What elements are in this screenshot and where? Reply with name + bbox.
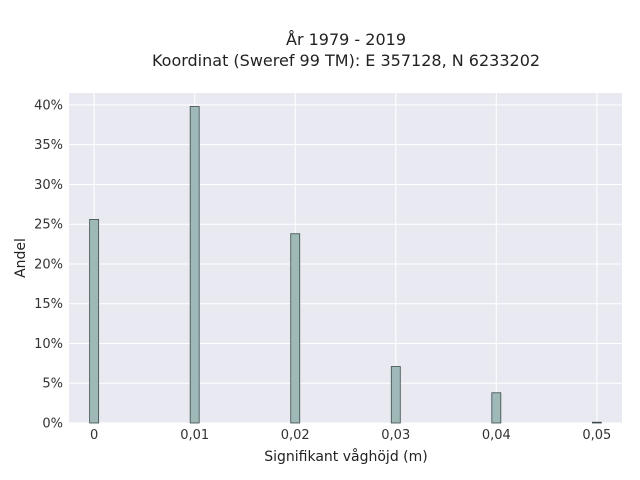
bar [390, 366, 401, 424]
bar [89, 219, 100, 424]
x-tick-label: 0,04 [482, 428, 511, 443]
x-axis-label: Signifikant våghöjd (m) [264, 448, 427, 465]
bar [189, 106, 200, 424]
y-tick-label: 30% [34, 178, 63, 193]
bar [591, 421, 602, 424]
y-tick-label: 35% [34, 138, 63, 153]
y-tick-labels: 0% 5% 10% 15% 20% 25% 30% 35% 40% [34, 98, 63, 431]
y-tick-label: 40% [34, 98, 63, 113]
x-tick-label: 0,01 [180, 428, 209, 443]
y-tick-label: 25% [34, 218, 63, 233]
y-tick-label: 5% [42, 377, 63, 392]
y-axis-label: Andel [13, 238, 29, 278]
y-tick-label: 20% [34, 257, 63, 272]
x-tick-label: 0 [90, 428, 98, 443]
x-tick-label: 0,03 [381, 428, 410, 443]
y-tick-label: 10% [34, 337, 63, 352]
bar [290, 233, 301, 424]
x-tick-label: 0,05 [582, 428, 611, 443]
bars [89, 106, 602, 424]
y-tick-label: 15% [34, 297, 63, 312]
bar [491, 392, 502, 424]
x-tick-label: 0,02 [281, 428, 310, 443]
x-tick-labels: 0 0,01 0,02 0,03 0,04 0,05 [90, 428, 611, 443]
y-tick-label: 0% [42, 417, 63, 432]
chart-title: År 1979 - 2019 [286, 30, 406, 49]
chart-subtitle: Koordinat (Sweref 99 TM): E 357128, N 62… [152, 51, 540, 70]
plot-area [69, 93, 622, 423]
